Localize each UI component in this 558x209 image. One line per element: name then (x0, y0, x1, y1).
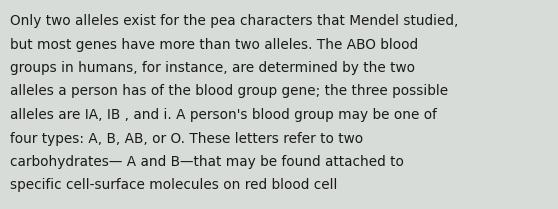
Text: alleles a person has of the blood group gene; the three possible: alleles a person has of the blood group … (10, 84, 448, 98)
Text: specific cell-surface molecules on red blood cell: specific cell-surface molecules on red b… (10, 178, 338, 192)
Text: four types: A, B, AB, or O. These letters refer to two: four types: A, B, AB, or O. These letter… (10, 131, 363, 145)
Text: carbohydrates— A and B—that may be found attached to: carbohydrates— A and B—that may be found… (10, 155, 404, 169)
Text: groups in humans, for instance, are determined by the two: groups in humans, for instance, are dete… (10, 61, 415, 75)
Text: alleles are IA, IB , and i. A person's blood group may be one of: alleles are IA, IB , and i. A person's b… (10, 108, 437, 122)
Text: Only two alleles exist for the pea characters that Mendel studied,: Only two alleles exist for the pea chara… (10, 14, 458, 28)
Text: but most genes have more than two alleles. The ABO blood: but most genes have more than two allele… (10, 37, 418, 51)
